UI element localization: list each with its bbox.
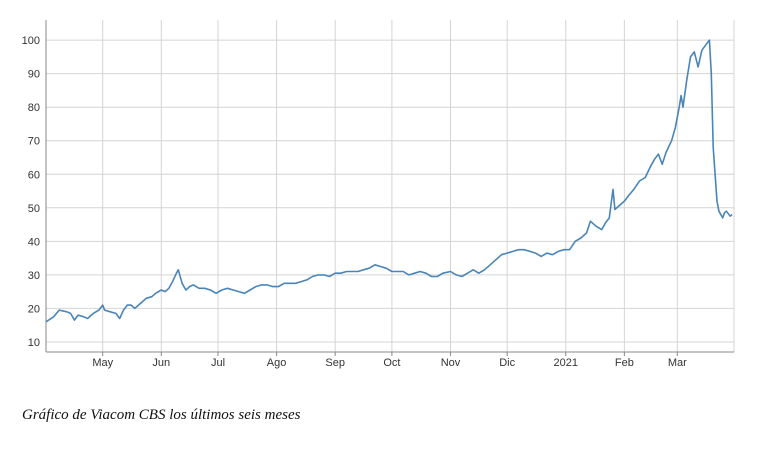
- x-tick-label: Ago: [267, 357, 287, 369]
- y-tick-label: 100: [22, 35, 40, 47]
- x-tick-label: Feb: [615, 357, 634, 369]
- y-tick-label: 10: [28, 337, 40, 349]
- line-chart: 10 20 30 40 50 60 70 80 90 100 May Jun Jul Ago Sep Oct…: [22, 20, 735, 369]
- x-tick-label: Oct: [383, 357, 400, 369]
- y-tick-label: 90: [28, 69, 40, 81]
- x-tick-label: Nov: [441, 357, 461, 369]
- y-tick-label: 30: [28, 270, 40, 282]
- x-tick-labels: May Jun Jul Ago Sep Oct Nov Dic 2021 Feb Mar: [92, 357, 687, 369]
- series-layer: [45, 39, 733, 323]
- series-line: [45, 39, 733, 323]
- x-tick-label: Mar: [668, 357, 687, 369]
- x-tick-label: Sep: [325, 357, 345, 369]
- x-tick-label: Jun: [152, 357, 170, 369]
- y-tick-label: 80: [28, 102, 40, 114]
- grid-lines: [46, 20, 735, 352]
- y-tick-label: 40: [28, 236, 40, 248]
- x-tick-label: May: [92, 357, 113, 369]
- y-tick-label: 20: [28, 303, 40, 315]
- x-tick-label: Jul: [211, 357, 225, 369]
- chart-caption: Gráfico de Viacom CBS los últimos seis m…: [22, 407, 301, 423]
- axes: [45, 20, 734, 356]
- y-tick-label: 60: [28, 169, 40, 181]
- x-tick-label: 2021: [554, 357, 578, 369]
- y-tick-label: 70: [28, 136, 40, 148]
- y-tick-label: 50: [28, 203, 40, 215]
- y-tick-labels: 10 20 30 40 50 60 70 80 90 100: [22, 35, 40, 349]
- x-tick-label: Dic: [499, 357, 515, 369]
